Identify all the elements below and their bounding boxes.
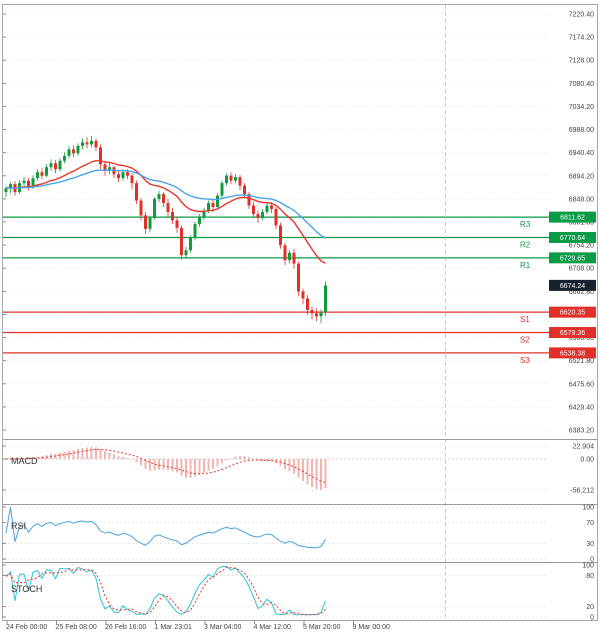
svg-text:6662.80: 6662.80 — [569, 289, 594, 296]
price-tag-s3: 6538.38 — [549, 347, 596, 359]
svg-text:6521.80: 6521.80 — [569, 358, 594, 365]
pivot-lines — [2, 216, 549, 354]
svg-text:6811.62: 6811.62 — [560, 215, 585, 222]
macd-panel-label: MACD — [11, 456, 38, 466]
pivot-label-s3: S3 — [520, 356, 530, 365]
svg-text:7128.00: 7128.00 — [569, 58, 594, 65]
svg-text:1 Mar 23:01: 1 Mar 23:01 — [155, 624, 192, 631]
svg-text:6708.00: 6708.00 — [569, 266, 594, 273]
svg-text:7220.40: 7220.40 — [569, 12, 594, 19]
svg-text:100: 100 — [582, 563, 594, 570]
svg-text:26 Feb 16:00: 26 Feb 16:00 — [105, 624, 146, 631]
svg-text:-56.212: -56.212 — [570, 488, 594, 495]
time-axis-labels: 24 Feb 00:00 25 Feb 08:00 26 Feb 16:00 1 Ma… — [6, 620, 390, 631]
svg-text:6848.00: 6848.00 — [569, 196, 594, 203]
svg-text:0: 0 — [590, 615, 594, 622]
svg-text:3 Mar 04:00: 3 Mar 04:00 — [204, 624, 241, 631]
svg-text:6770.64: 6770.64 — [560, 235, 585, 242]
price-tag-s2: 6579.36 — [549, 327, 596, 339]
svg-text:30: 30 — [586, 541, 594, 548]
ma-slow-line — [5, 169, 326, 239]
price-tag-s1: 6620.35 — [549, 306, 596, 318]
svg-text:6894.20: 6894.20 — [569, 173, 594, 180]
svg-text:7034.20: 7034.20 — [569, 104, 594, 111]
pivot-label-r1: R1 — [520, 261, 531, 270]
last-price-tag: 6674.24 — [549, 279, 596, 291]
pivot-label-r2: R2 — [520, 240, 531, 249]
svg-text:7080.40: 7080.40 — [569, 81, 594, 88]
macd-histogram — [9, 447, 327, 490]
svg-text:80: 80 — [586, 573, 594, 580]
stoch-k-line — [5, 565, 326, 616]
price-axis-labels: 7220.40 7174.20 7128.00 7080.40 7034.20 6988.… — [569, 12, 594, 435]
svg-text:6988.00: 6988.00 — [569, 127, 594, 134]
svg-text:6729.65: 6729.65 — [560, 255, 585, 262]
svg-text:25 Feb 08:00: 25 Feb 08:00 — [56, 624, 97, 631]
svg-text:22.904: 22.904 — [573, 444, 595, 451]
ma-fast-line — [5, 159, 326, 264]
chart-border — [2, 4, 598, 621]
svg-text:100: 100 — [582, 505, 594, 512]
svg-text:9 Mar 00:00: 9 Mar 00:00 — [353, 624, 390, 631]
svg-text:7174.20: 7174.20 — [569, 35, 594, 42]
rsi-line — [5, 506, 326, 549]
stoch-panel-label: STOCH — [11, 584, 43, 594]
pivot-label-s1: S1 — [520, 315, 530, 324]
svg-text:6801.80: 6801.80 — [569, 220, 594, 227]
svg-text:6538.38: 6538.38 — [560, 350, 585, 357]
svg-text:6383.20: 6383.20 — [569, 428, 594, 435]
pivot-label-r3: R3 — [520, 220, 531, 229]
svg-text:0: 0 — [590, 557, 594, 564]
price-tag-r2: 6770.64 — [549, 231, 596, 243]
svg-text:4 Mar 12:00: 4 Mar 12:00 — [254, 624, 291, 631]
svg-text:6754.20: 6754.20 — [569, 243, 594, 250]
macd-signal-line — [5, 448, 326, 484]
svg-text:24 Feb 00:00: 24 Feb 00:00 — [6, 624, 47, 631]
price-tag-r1: 6729.65 — [549, 252, 596, 264]
svg-text:6674.24: 6674.24 — [560, 283, 585, 290]
svg-text:0.00: 0.00 — [580, 457, 594, 464]
svg-text:5 Mar 20:00: 5 Mar 20:00 — [303, 624, 340, 631]
pivot-label-s2: S2 — [520, 336, 530, 345]
rsi-panel-label: RSI — [11, 521, 27, 531]
svg-text:6429.40: 6429.40 — [569, 404, 594, 411]
svg-text:20: 20 — [586, 604, 594, 611]
price-gridlines — [2, 13, 548, 431]
svg-text:6579.36: 6579.36 — [560, 330, 585, 337]
svg-text:6620.35: 6620.35 — [560, 310, 585, 317]
svg-text:6568.00: 6568.00 — [569, 335, 594, 342]
svg-text:6940.40: 6940.40 — [569, 150, 594, 157]
svg-text:70: 70 — [586, 520, 594, 527]
price-tag-r3: 6811.62 — [549, 211, 596, 223]
svg-text:6475.60: 6475.60 — [569, 381, 594, 388]
